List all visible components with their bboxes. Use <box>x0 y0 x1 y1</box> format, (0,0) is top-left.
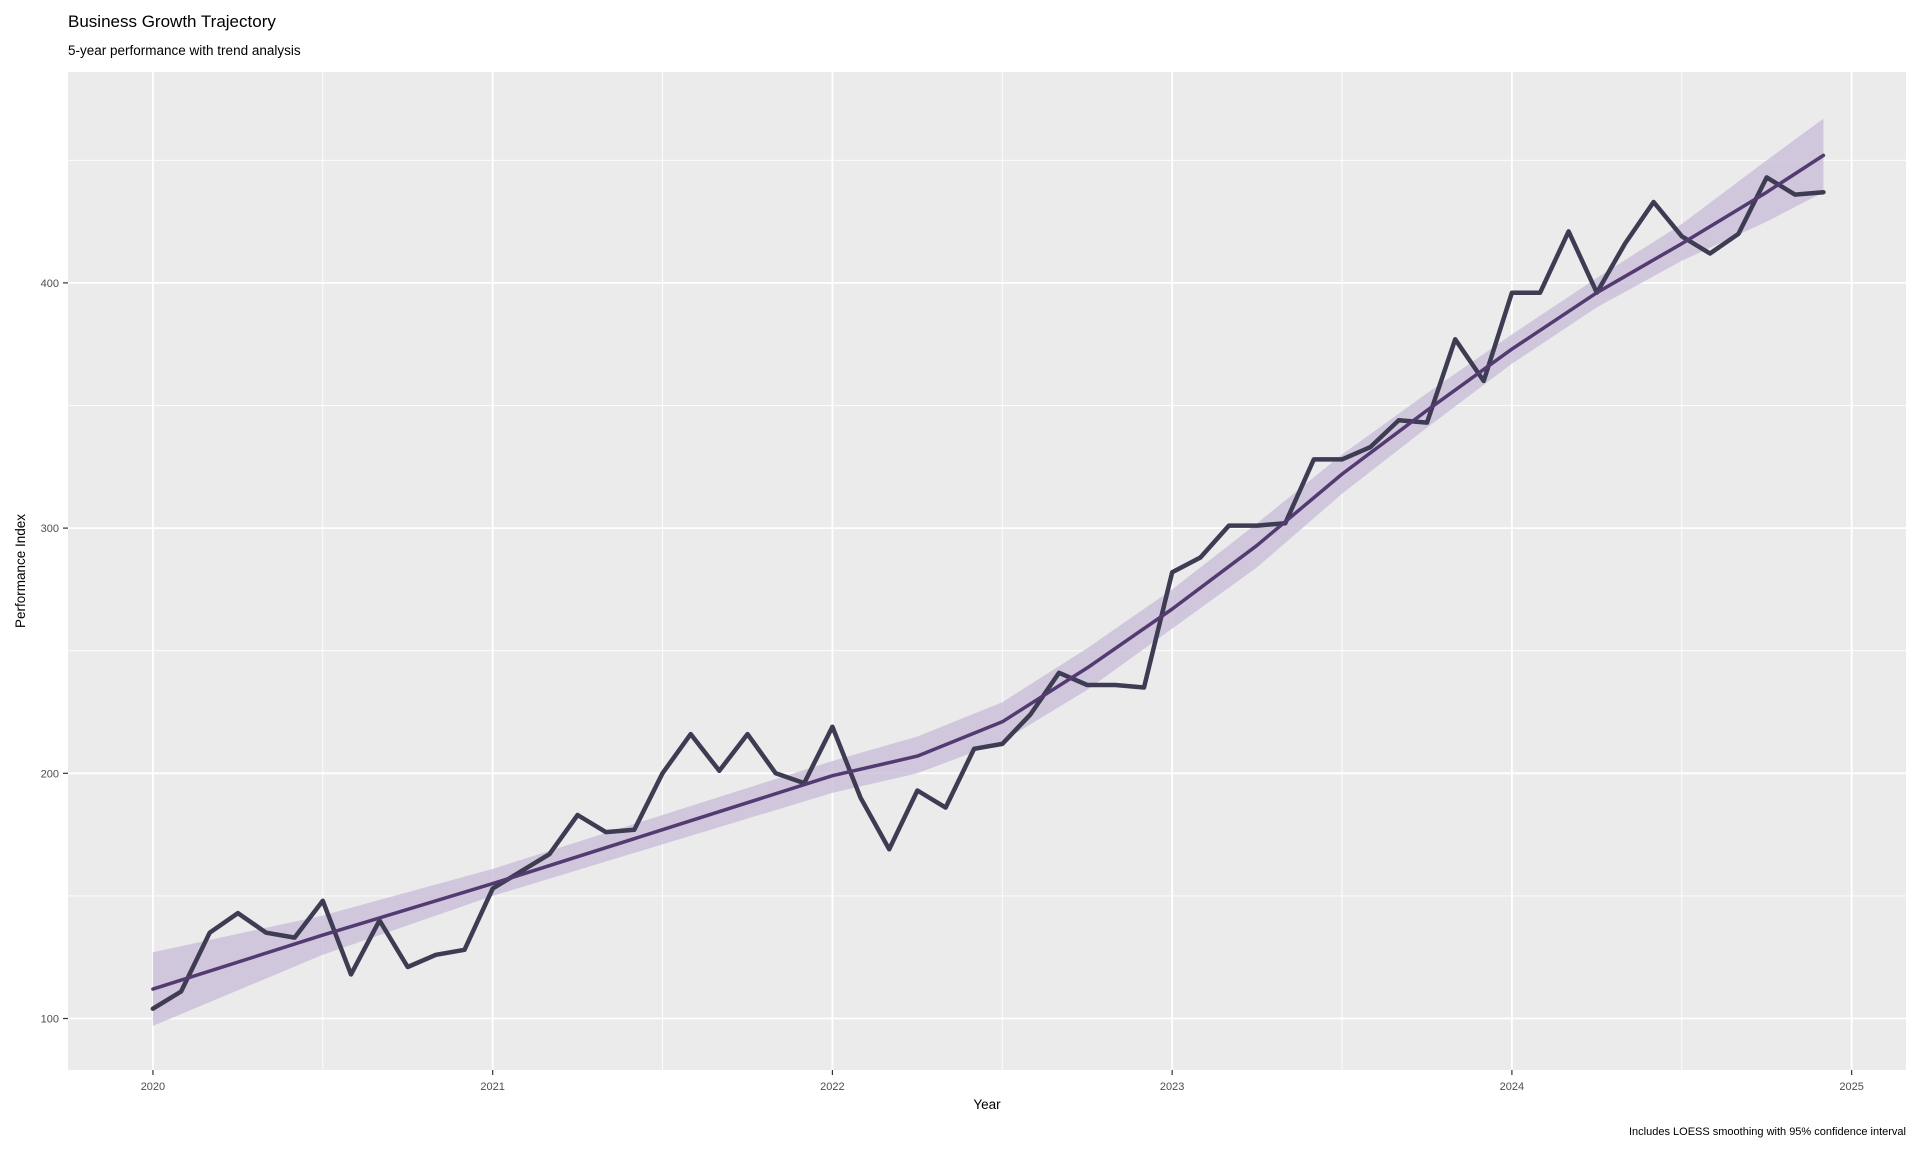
chart-subtitle: 5-year performance with trend analysis <box>68 43 301 58</box>
trend-layer <box>151 153 1826 991</box>
series-layer <box>150 175 1826 1011</box>
y-tick-label: 200 <box>41 768 59 780</box>
y-axis-label: Performance Index <box>13 514 28 628</box>
chart-title: Business Growth Trajectory <box>68 12 276 31</box>
x-tick-label: 2020 <box>141 1081 165 1093</box>
x-tick-label: 2021 <box>480 1081 504 1093</box>
y-tick-label: 300 <box>41 523 59 535</box>
grid-minor <box>68 72 1906 1070</box>
trend-line <box>151 153 1826 991</box>
x-tick-label: 2024 <box>1500 1081 1524 1093</box>
x-tick-label: 2023 <box>1160 1081 1184 1093</box>
y-axis: 100 200 300 400 <box>41 278 68 1026</box>
chart-caption: Includes LOESS smoothing with 95% confid… <box>1629 1126 1906 1138</box>
series-line <box>150 175 1826 1011</box>
y-tick-label: 100 <box>41 1014 59 1026</box>
x-tick-label: 2025 <box>1839 1081 1863 1093</box>
y-tick-label: 400 <box>41 278 59 290</box>
x-tick-label: 2022 <box>820 1081 844 1093</box>
x-axis: 2020 2021 2022 2023 2024 2025 <box>141 1070 1864 1093</box>
x-axis-label: Year <box>973 1097 1001 1112</box>
